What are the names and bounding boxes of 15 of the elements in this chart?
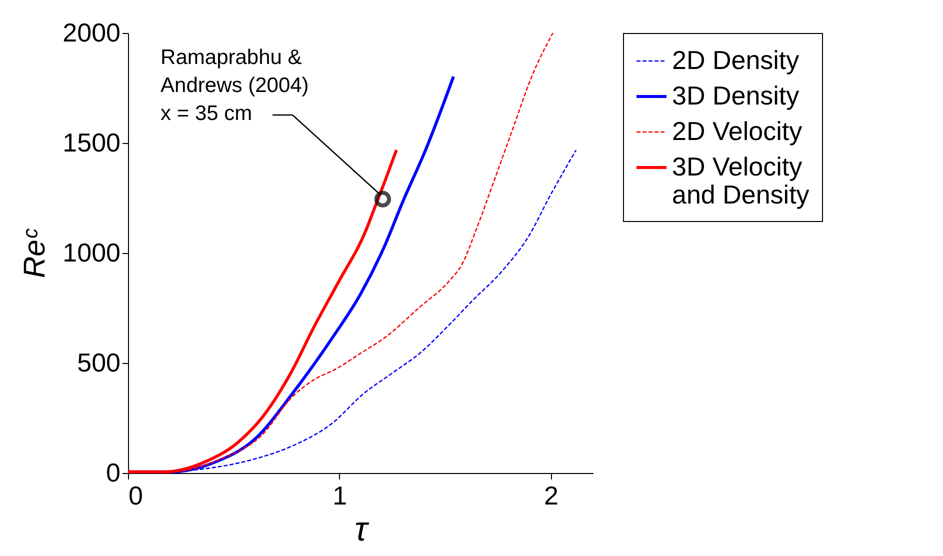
y-tick-label: 1000 (62, 238, 120, 268)
y-axis-title: Reᶜ (18, 228, 52, 278)
x-tick-label: 2 (544, 480, 558, 510)
legend-label: 3D Velocity and Density (672, 152, 810, 210)
legend-label: 2D Velocity (672, 116, 802, 146)
x-tick-label: 0 (128, 480, 143, 510)
y-tick-label: 1500 (62, 128, 120, 158)
annotation: Ramaprabhu & Andrews (2004) x = 35 cm (160, 46, 309, 125)
y-tick-label: 0 (106, 458, 120, 488)
legend-label: 2D Density (672, 45, 800, 75)
y-tick-label: 500 (77, 348, 120, 378)
x-axis-title: τ (354, 510, 370, 548)
y-tick-label: 2000 (62, 18, 120, 48)
x-tick-label: 1 (332, 480, 348, 510)
legend-label: 3D Density (672, 80, 800, 110)
